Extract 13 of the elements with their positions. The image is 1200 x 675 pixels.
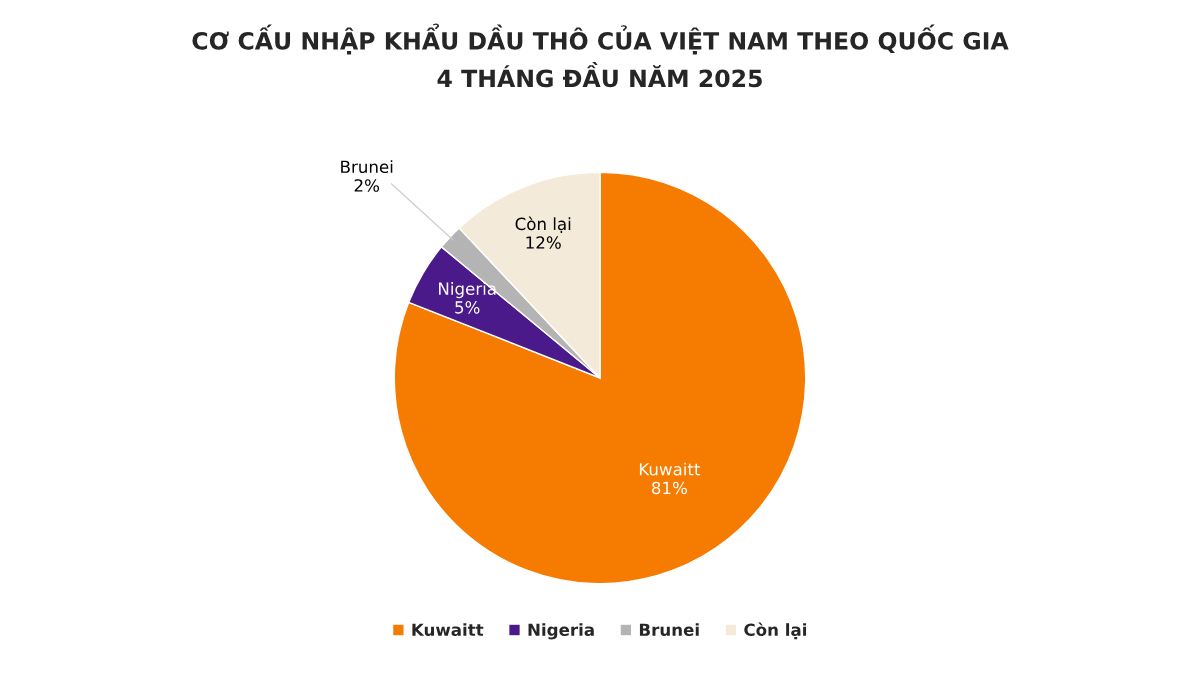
slice-label: Còn lại [515, 216, 571, 233]
slice-label: Nigeria [439, 282, 496, 299]
legend-label: Nigeria [528, 623, 594, 640]
slice-label: Kuwaitt [639, 462, 701, 476]
data-label: 81% [651, 481, 687, 495]
legend-label: Còn lại [744, 622, 807, 640]
data-label: 12% [526, 236, 561, 249]
chart-title: CƠ CẤU NHẬP KHẨU DẦU THÔ CỦA VIỆT NAM THEO QUỐC GIA 4 THÁNG ĐẦU NĂM 2025 [192, 23, 1009, 88]
data-label: 5% [455, 301, 480, 314]
legend-label: Kuwaitt [412, 623, 484, 637]
slice-label: Brunei [341, 160, 393, 174]
data-label: 2% [354, 179, 379, 192]
legend-label: Brunei [639, 623, 699, 637]
